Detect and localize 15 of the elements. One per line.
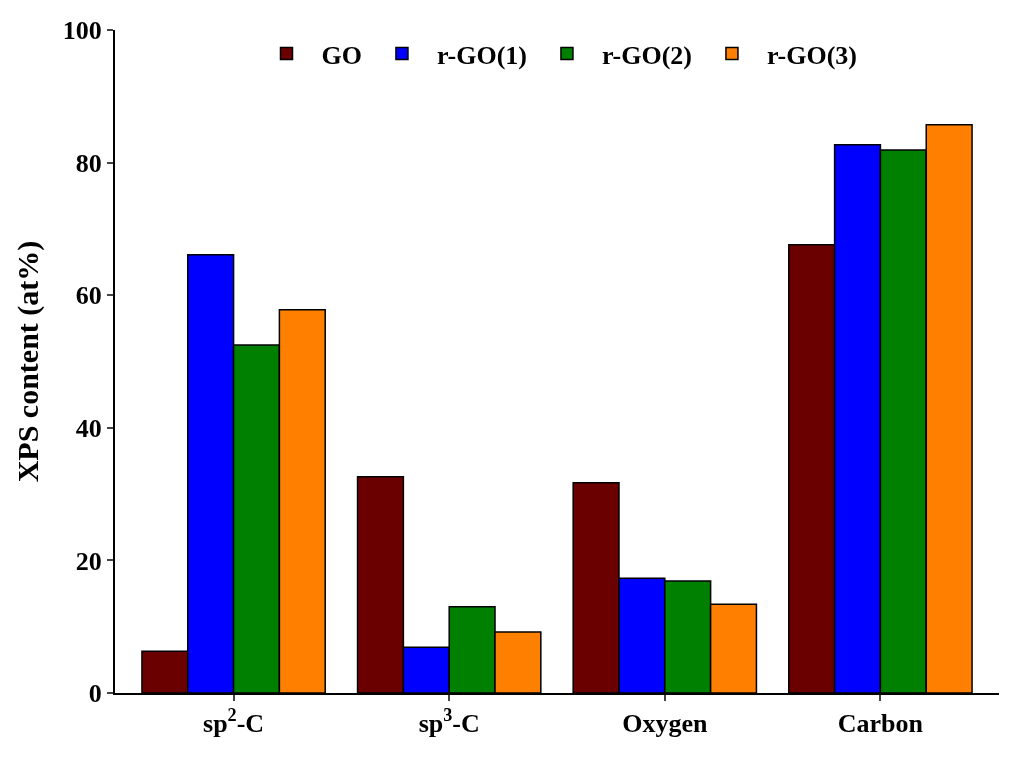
legend-label: r-GO(3) [766,40,857,70]
x-tick-label: sp$^{2}$-C [203,705,265,739]
y-tick-label: 20 [75,546,102,576]
y-tick-label: 0 [88,679,102,709]
legend-label: r-GO(1) [436,40,527,70]
y-tick-label: 80 [75,148,102,178]
y-axis-title: XPS content (at%) [11,240,46,483]
x-tick-label: sp$^{3}$-C [418,705,480,739]
x-tick-label: Carbon [837,709,924,739]
y-tick-label: 60 [75,281,102,311]
x-tick-label: Oxygen [622,709,708,739]
legend-label: GO [321,40,362,70]
legend-label: r-GO(2) [601,40,692,70]
y-tick-label: 100 [62,16,102,46]
y-tick-label: 40 [75,413,102,443]
